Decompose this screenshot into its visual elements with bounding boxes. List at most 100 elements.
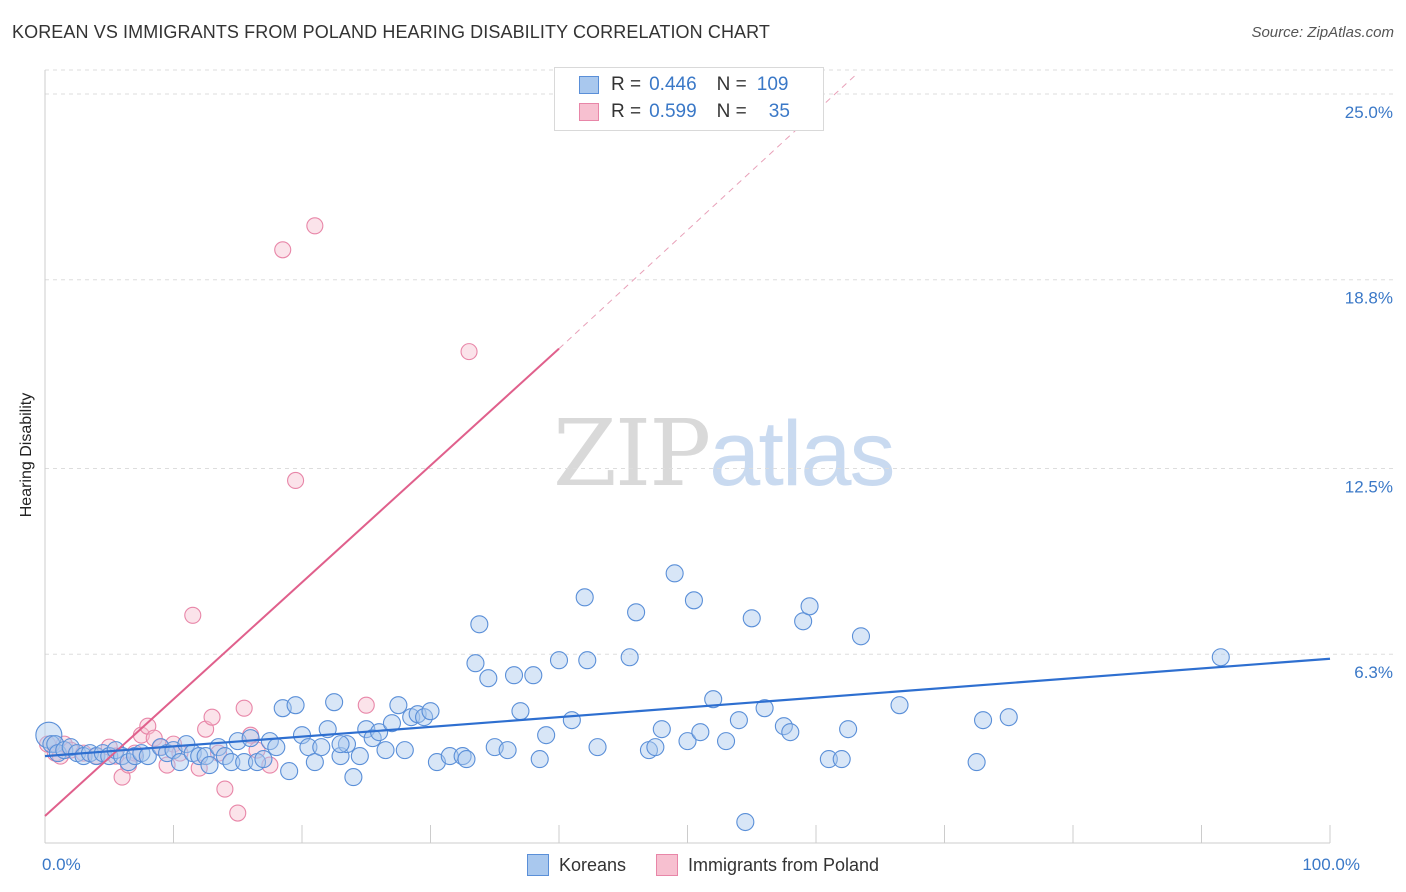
poland-point — [229, 804, 247, 822]
x-tick-label: 0.0% — [42, 855, 81, 874]
korean-point — [382, 714, 402, 733]
poland-point — [357, 696, 375, 714]
korean-point — [839, 720, 858, 739]
source-attribution: Source: ZipAtlas.com — [1251, 24, 1394, 41]
korean-point — [267, 738, 286, 757]
korean-point — [286, 696, 305, 715]
korean-point — [331, 735, 350, 754]
y-tick-label: 25.0% — [1345, 103, 1393, 122]
x-tick-label: 100.0% — [1302, 855, 1360, 874]
korean-point — [781, 723, 800, 742]
korean-point — [794, 612, 813, 631]
korean-point — [299, 738, 318, 757]
korean-point — [800, 597, 819, 616]
legend-item-koreans[interactable]: Koreans — [526, 854, 626, 876]
legend-label-poland: Immigrants from Poland — [687, 854, 880, 875]
korean-point — [498, 741, 517, 760]
korean-point — [819, 750, 838, 769]
korean-point — [716, 732, 736, 751]
korean-point — [466, 654, 485, 673]
korean-point — [588, 738, 607, 757]
korean-point — [312, 738, 331, 757]
y-tick-label: 18.8% — [1345, 289, 1393, 308]
korean-point — [684, 591, 703, 610]
korean-point — [652, 720, 671, 739]
korean-point — [376, 741, 395, 760]
legend-label-koreans: Koreans — [558, 854, 626, 875]
korean-trend-line — [44, 657, 1331, 758]
poland-point — [460, 343, 478, 361]
korean-point — [851, 627, 871, 646]
poland-trend-line — [44, 347, 560, 817]
korean-point — [973, 711, 993, 730]
poland-swatch — [579, 103, 599, 121]
korean-point — [742, 609, 761, 628]
korean-point — [305, 753, 324, 772]
korean-point — [170, 753, 189, 772]
korean-point — [832, 750, 851, 769]
korean-point — [337, 735, 357, 754]
koreans-legend-swatch — [526, 854, 549, 876]
korean-point — [967, 753, 986, 772]
korean-point — [190, 747, 209, 766]
korean-point — [479, 669, 498, 688]
korean-point — [389, 696, 408, 715]
poland-point — [235, 699, 253, 717]
korean-point — [511, 702, 530, 721]
poland-point — [145, 729, 163, 747]
korean-point — [524, 666, 543, 685]
korean-point — [729, 711, 748, 730]
watermark: ZIPatlas — [553, 400, 896, 507]
korean-point — [241, 729, 260, 748]
r-label: R = — [611, 74, 642, 95]
stats-legend-row-koreans: R = 0.446 N = 109 — [579, 72, 788, 98]
korean-point — [755, 699, 774, 718]
poland-point — [216, 780, 234, 798]
poland-point — [184, 606, 202, 624]
poland-point — [306, 217, 324, 235]
korean-point — [665, 564, 684, 583]
n-value: 35 — [768, 101, 790, 122]
korean-point — [627, 603, 646, 622]
korean-point — [678, 732, 697, 751]
korean-point — [350, 747, 369, 766]
r-value: 0.599 — [649, 101, 697, 122]
korean-point — [280, 762, 299, 781]
korean-point — [549, 651, 569, 670]
koreans-swatch — [579, 76, 599, 94]
korean-point — [196, 747, 215, 766]
korean-point — [530, 750, 549, 769]
korean-point — [421, 702, 440, 721]
n-value: 109 — [756, 74, 789, 95]
series-legend: Koreans Immigrants from Poland — [0, 852, 1406, 878]
korean-point — [35, 721, 63, 749]
korean-point — [504, 666, 524, 685]
poland-point — [287, 471, 305, 490]
korean-point — [999, 708, 1018, 727]
korean-point — [691, 723, 710, 742]
korean-point — [325, 693, 344, 712]
korean-point — [254, 750, 273, 769]
korean-point — [537, 726, 556, 745]
korean-point — [222, 753, 241, 772]
korean-point — [470, 615, 489, 634]
stats-legend: R = 0.446 N = 109 R = 0.599 N = 35 — [554, 67, 824, 131]
legend-item-poland[interactable]: Immigrants from Poland — [655, 854, 880, 876]
korean-point — [344, 768, 363, 787]
korean-point — [736, 812, 755, 832]
n-label: N = — [716, 74, 747, 95]
poland-legend-swatch — [655, 854, 678, 876]
chart-title: KOREAN VS IMMIGRANTS FROM POLAND HEARING… — [12, 22, 771, 42]
watermark-atlas: atlas — [709, 403, 895, 505]
korean-point — [578, 651, 597, 670]
n-label: N = — [716, 101, 747, 122]
korean-point — [562, 711, 581, 730]
korean-point — [200, 756, 219, 775]
y-tick-label: 12.5% — [1345, 477, 1393, 496]
y-tick-label: 6.3% — [1354, 663, 1393, 682]
r-value: 0.446 — [649, 74, 697, 95]
poland-point — [203, 708, 221, 726]
korean-point — [235, 753, 254, 772]
korean-point — [575, 588, 594, 607]
